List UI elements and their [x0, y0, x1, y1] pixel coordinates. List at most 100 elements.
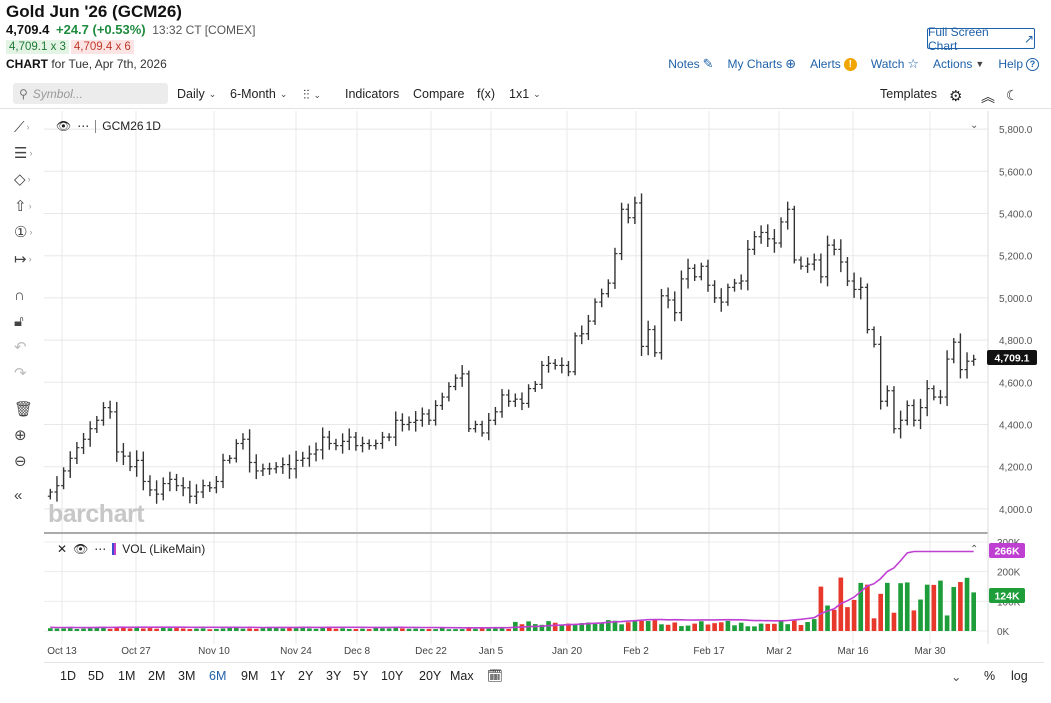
zoom-out-icon[interactable]: ⊖ — [14, 453, 27, 470]
actions-menu[interactable]: Actions ▼ — [933, 56, 984, 72]
ohlc-bar — [665, 287, 671, 309]
ohlc-bar — [898, 410, 904, 439]
volume-bar — [180, 628, 186, 631]
range-button-10y[interactable]: 10Y — [381, 669, 404, 683]
ohlc-bar — [293, 450, 299, 479]
collapse-up-icon[interactable]: ︽ — [981, 89, 995, 105]
ohlc-bar — [267, 462, 273, 475]
volume-bar — [918, 599, 923, 631]
ohlc-bar — [446, 382, 452, 402]
chevron-double-down-icon[interactable]: ⌄ — [951, 670, 962, 684]
volume-bar — [393, 627, 399, 631]
chevron-down-icon[interactable]: ⌄ — [970, 120, 979, 131]
range-button-max[interactable]: Max — [450, 669, 474, 683]
percent-toggle[interactable]: % — [984, 669, 996, 683]
price-chart[interactable]: 5,800.0 5,600.0 5,400.0 5,200.0 5,000.0 4,800… — [44, 111, 1044, 662]
calendar-icon[interactable]: 🗓︎ — [487, 669, 503, 683]
range-button-3m[interactable]: 3M — [178, 669, 196, 683]
magnet-icon[interactable]: ∩ — [14, 286, 25, 304]
range-button-9m[interactable]: 9M — [241, 669, 259, 683]
annotation-tool-icon[interactable]: ① › — [14, 224, 33, 241]
fx-label: f(x) — [477, 87, 496, 101]
trendline-tool-icon[interactable]: ⟋ › — [14, 118, 30, 136]
redo-icon[interactable]: ↷ — [14, 365, 27, 382]
shapes-tool-icon[interactable]: ◇ › — [14, 171, 31, 188]
volume-tick-label: 200K — [997, 568, 1021, 579]
ohlc-bar — [492, 406, 498, 426]
alerts-label: Alerts — [810, 57, 841, 71]
volume-bar — [227, 627, 233, 631]
ohlc-bar — [193, 484, 199, 505]
volume-bar — [187, 628, 193, 631]
chevron-up-icon[interactable]: ⌃ — [970, 544, 979, 555]
range-button-3y[interactable]: 3Y — [326, 669, 342, 683]
more-icon[interactable]: ⋯ — [94, 542, 107, 556]
range-button-20y[interactable]: 20Y — [419, 669, 442, 683]
range-select[interactable]: 6-Month ⌄ — [230, 87, 287, 101]
functions-button[interactable]: f(x) — [477, 87, 495, 101]
volume-bar — [572, 624, 578, 631]
eye-icon[interactable]: 👁︎ — [56, 119, 72, 133]
ohlc-bar — [413, 411, 419, 432]
eye-icon[interactable]: 👁︎ — [73, 542, 89, 556]
range-button-2m[interactable]: 2M — [148, 669, 166, 683]
range-button-5y[interactable]: 5Y — [353, 669, 369, 683]
volume-bar — [413, 628, 419, 631]
trash-icon[interactable]: 🗑︎ — [14, 401, 34, 418]
range-button-6m[interactable]: 6M — [209, 669, 227, 683]
log-toggle[interactable]: log — [1011, 669, 1028, 683]
alerts-link[interactable]: Alerts! — [810, 56, 857, 72]
ohlc-bar — [858, 277, 864, 300]
dark-mode-moon-icon[interactable]: ☾ — [1006, 87, 1019, 103]
ohlc-bar — [526, 384, 532, 408]
my-charts-link[interactable]: My Charts ⊕ — [728, 56, 797, 72]
fibonacci-tool-icon[interactable]: ☰ › — [14, 145, 33, 162]
ohlc-bar — [379, 431, 385, 449]
time-tick-label: Mar 16 — [837, 646, 869, 657]
range-button-5d[interactable]: 5D — [88, 669, 104, 683]
volume-bar — [712, 623, 717, 631]
volume-bar — [539, 624, 545, 631]
arrow-up-tool-icon[interactable]: ⇧ › — [14, 198, 32, 215]
ohlc-bar — [519, 392, 525, 411]
notes-link[interactable]: Notes ✎ — [668, 56, 713, 72]
volume-ma-marker: 266K — [989, 543, 1025, 558]
ohlc-bar — [140, 451, 146, 491]
ohlc-bar — [353, 432, 359, 451]
volume-bar — [778, 621, 784, 631]
volume-bar — [160, 627, 166, 631]
range-button-1y[interactable]: 1Y — [270, 669, 286, 683]
indicators-button[interactable]: Indicators — [345, 87, 399, 101]
measure-tool-icon[interactable]: ↦ › — [14, 251, 32, 268]
time-axis: Oct 13 Oct 27 Nov 10 Nov 24 Dec 8 Dec 22 Jan 5… — [47, 646, 946, 657]
volume-bar — [380, 628, 385, 631]
layout-select[interactable]: 1x1 ⌄ — [509, 87, 541, 101]
watch-link[interactable]: Watch ☆ — [871, 56, 919, 72]
settings-gear-icon[interactable]: ⚙ — [949, 88, 963, 105]
chart-type-select[interactable]: ⫶⫶ ⌄ — [303, 87, 321, 103]
interval-select[interactable]: Daily ⌄ — [177, 87, 216, 101]
collapse-sidebar-icon[interactable]: « — [14, 486, 23, 504]
zoom-in-icon[interactable]: ⊕ — [14, 427, 27, 444]
range-button-1m[interactable]: 1M — [118, 669, 136, 683]
more-icon[interactable]: ⋯ — [77, 119, 90, 133]
undo-icon[interactable]: ↶ — [14, 339, 27, 356]
lock-icon[interactable]: 🔓︎ — [14, 312, 24, 330]
ohlc-bar — [685, 258, 691, 289]
volume-bar — [121, 627, 126, 631]
volume-bar — [931, 584, 937, 631]
ohlc-bar — [758, 225, 764, 244]
ohlc-bar — [698, 262, 704, 281]
close-icon[interactable]: ✕ — [57, 542, 68, 556]
full-screen-chart-button[interactable]: Full Screen Chart ↗ — [927, 25, 1035, 53]
volume-legend-label: VOL (LikeMain) — [122, 542, 206, 556]
range-bar: 1D 5D 1M 2M 3M 6M 9M 1Y 2Y 3Y 5Y 10Y 20Y Max 🗓︎ ⌄ % l… — [44, 662, 1044, 688]
symbol-input[interactable]: ⚲ Symbol... — [13, 83, 168, 104]
volume-bar — [586, 622, 591, 631]
help-link[interactable]: Help? — [998, 56, 1039, 72]
volume-bar — [373, 627, 379, 631]
compare-button[interactable]: Compare — [413, 87, 464, 101]
range-button-1d[interactable]: 1D — [60, 669, 76, 683]
range-button-2y[interactable]: 2Y — [298, 669, 314, 683]
templates-button[interactable]: Templates — [880, 87, 937, 101]
